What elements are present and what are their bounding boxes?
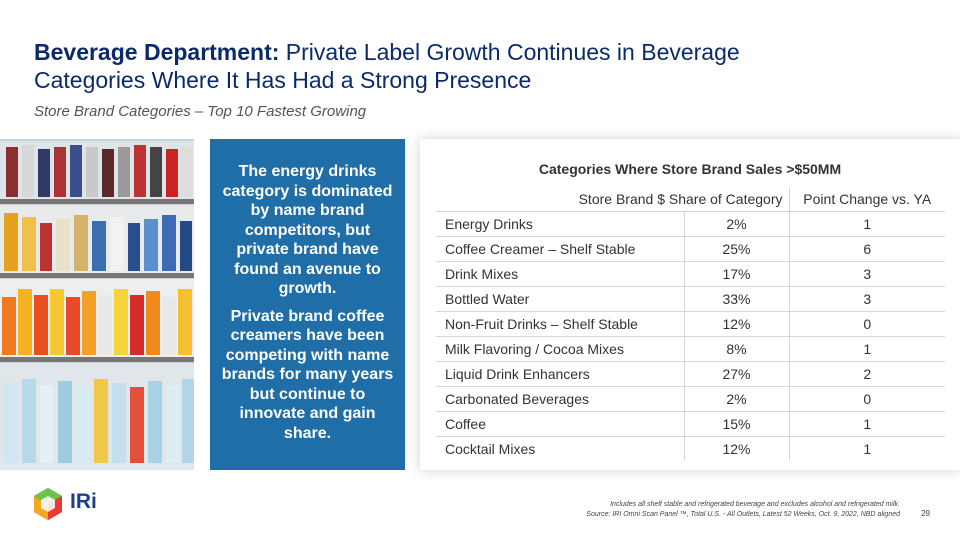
table-row: Cocktail Mixes 12% 1 xyxy=(436,436,945,461)
cell-change: 1 xyxy=(788,411,945,437)
table-row: Coffee 15% 1 xyxy=(436,411,945,437)
slide-title: Beverage Department: Private Label Growt… xyxy=(34,38,754,94)
cell-category: Energy Drinks xyxy=(436,211,684,237)
cell-category: Drink Mixes xyxy=(436,261,684,287)
table-row: Coffee Creamer – Shelf Stable 25% 6 xyxy=(436,236,945,262)
callout-box: The energy drinks category is dominated … xyxy=(210,139,405,470)
footnote-scope: Includes all shelf stable and refrigerat… xyxy=(610,501,900,508)
cell-share: 8% xyxy=(683,336,789,362)
cell-change: 3 xyxy=(788,261,945,287)
header-change: Point Change vs. YA xyxy=(788,187,945,212)
cell-change: 2 xyxy=(788,361,945,387)
cell-share: 2% xyxy=(683,386,789,412)
cell-category: Milk Flavoring / Cocoa Mixes xyxy=(436,336,684,362)
cell-share: 27% xyxy=(683,361,789,387)
cell-category: Coffee Creamer – Shelf Stable xyxy=(436,236,684,262)
cell-category: Bottled Water xyxy=(436,286,684,312)
table-row: Energy Drinks 2% 1 xyxy=(436,211,945,237)
cell-share: 2% xyxy=(683,211,789,237)
cell-category: Coffee xyxy=(436,411,684,437)
categories-panel: Categories Where Store Brand Sales >$50M… xyxy=(420,139,960,470)
table-row: Drink Mixes 17% 3 xyxy=(436,261,945,287)
cell-share: 33% xyxy=(683,286,789,312)
slide-subtitle: Store Brand Categories – Top 10 Fastest … xyxy=(34,103,367,120)
iri-logo-text: IRi xyxy=(70,490,97,513)
table-row: Bottled Water 33% 3 xyxy=(436,286,945,312)
callout-paragraph-creamer: Private brand coffee creamers have been … xyxy=(221,307,394,442)
cell-share: 12% xyxy=(683,436,789,461)
title-bold: Beverage Department: xyxy=(34,39,280,65)
header-share: Store Brand $ Share of Category xyxy=(436,187,789,212)
callout-paragraph-energy: The energy drinks category is dominated … xyxy=(222,163,393,297)
cell-change: 1 xyxy=(788,436,945,461)
cell-share: 25% xyxy=(683,236,789,262)
cell-change: 0 xyxy=(788,386,945,412)
cell-change: 1 xyxy=(788,336,945,362)
cell-share: 17% xyxy=(683,261,789,287)
cell-category: Carbonated Beverages xyxy=(436,386,684,412)
categories-table: Store Brand $ Share of Category Point Ch… xyxy=(436,187,945,461)
table-title: Categories Where Store Brand Sales >$50M… xyxy=(538,161,842,177)
footnote: Includes all shelf stable and refrigerat… xyxy=(400,500,900,520)
footnote-source: Source: IRI Omni Scan Panel ™, Total U.S… xyxy=(586,511,900,518)
table-header-row: Store Brand $ Share of Category Point Ch… xyxy=(436,187,945,212)
cell-category: Non-Fruit Drinks – Shelf Stable xyxy=(436,311,684,337)
cell-change: 0 xyxy=(788,311,945,337)
page-number: 29 xyxy=(921,509,930,518)
cell-change: 3 xyxy=(788,286,945,312)
cell-category: Cocktail Mixes xyxy=(445,440,536,457)
table-row: Non-Fruit Drinks – Shelf Stable 12% 0 xyxy=(436,311,945,337)
beverage-cooler-photo xyxy=(0,139,194,470)
title-rest: Private Label Growth Continues in Bevera… xyxy=(34,39,740,93)
cell-category: Liquid Drink Enhancers xyxy=(436,361,684,387)
cell-change: 1 xyxy=(788,211,945,237)
table-row: Liquid Drink Enhancers 27% 2 xyxy=(436,361,945,387)
cell-share: 12% xyxy=(683,311,789,337)
cell-share: 15% xyxy=(683,411,789,437)
table-row: Milk Flavoring / Cocoa Mixes 8% 1 xyxy=(436,336,945,362)
iri-logo-icon xyxy=(34,488,62,520)
table-row: Carbonated Beverages 2% 0 xyxy=(436,386,945,412)
cell-change: 6 xyxy=(788,236,945,262)
